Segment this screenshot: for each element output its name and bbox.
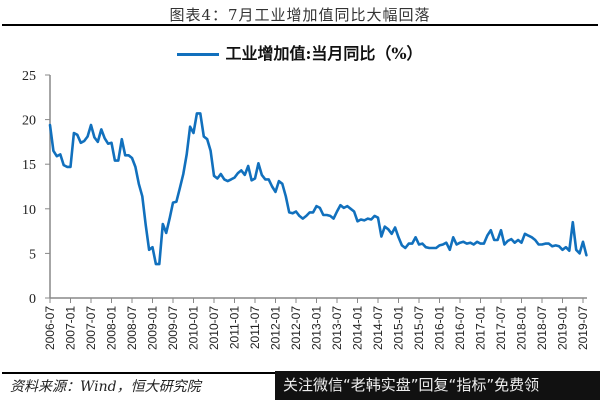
y-tick-label: 25 — [22, 69, 36, 84]
title-divider — [2, 24, 598, 26]
legend-label: 工业增加值:当月同比（%） — [225, 44, 423, 63]
x-tick-label: 2019-01 — [556, 306, 570, 350]
x-tick-label: 2007-01 — [64, 306, 78, 350]
x-tick-label: 2017-01 — [474, 306, 488, 350]
x-tick-label: 2009-07 — [166, 306, 180, 350]
x-tick-label: 2012-01 — [269, 306, 283, 350]
y-tick-label: 20 — [22, 114, 36, 129]
watermark-banner: 关注微信“老韩实盘”回复“指标”免费领 — [275, 371, 600, 400]
x-tick-label: 2016-01 — [433, 306, 447, 350]
x-tick-label: 2010-07 — [207, 306, 221, 350]
x-tick-label: 2018-01 — [515, 306, 529, 350]
x-tick-label: 2011-07 — [248, 306, 262, 349]
x-tick-label: 2008-01 — [105, 306, 119, 350]
chart-legend: 工业增加值:当月同比（%） — [0, 40, 600, 64]
x-tick-label: 2010-01 — [187, 306, 201, 350]
source-note: 资料来源：Wind，恒大研究院 — [10, 379, 201, 395]
x-tick-label: 2014-01 — [351, 306, 365, 350]
line-chart: 0 5 10 15 20 25 2006-07 2007-01 2007-07 2008-01 20… — [22, 69, 590, 350]
x-tick-label: 2012-07 — [289, 306, 303, 350]
legend-swatch — [177, 53, 220, 56]
x-tick-label: 2011-01 — [228, 306, 242, 349]
y-tick-label: 15 — [22, 158, 36, 173]
x-tick-label: 2018-07 — [535, 306, 549, 350]
series-line — [48, 112, 588, 266]
y-tick-label: 0 — [29, 292, 36, 307]
x-tick-label: 2014-07 — [371, 306, 385, 350]
x-tick-label: 2019-07 — [576, 306, 590, 350]
x-tick-label: 2015-01 — [392, 306, 406, 350]
chart-title: 图表4：7月工业增加值同比大幅回落 — [169, 6, 431, 24]
x-tick-label: 2013-01 — [310, 306, 324, 350]
x-tick-label: 2015-07 — [412, 306, 426, 350]
x-tick-label: 2007-07 — [84, 306, 98, 350]
x-tick-label: 2006-07 — [43, 306, 57, 350]
y-tick-label: 5 — [29, 247, 36, 262]
x-tick-label: 2016-07 — [453, 306, 467, 350]
x-tick-label: 2017-07 — [494, 306, 508, 350]
y-tick-label: 10 — [22, 203, 36, 218]
x-tick-label: 2009-01 — [146, 306, 160, 350]
x-tick-label: 2008-07 — [125, 306, 139, 350]
x-tick-label: 2013-07 — [330, 306, 344, 350]
